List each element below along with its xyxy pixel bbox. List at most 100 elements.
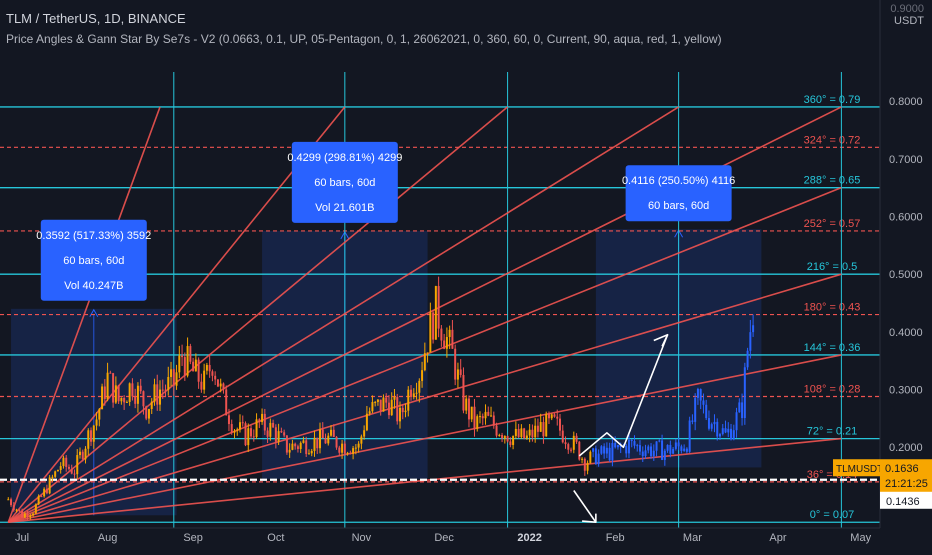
candle-body-225	[625, 445, 628, 454]
candle-body-26	[76, 455, 79, 475]
candle-body-61	[172, 369, 175, 386]
candle-body-35	[101, 386, 104, 410]
candle-body-166	[462, 374, 465, 411]
price-axis-tick-6: 0.3000	[889, 385, 923, 397]
candle-body-7	[23, 513, 26, 518]
candle-body-235	[652, 450, 655, 457]
candle-body-198	[550, 414, 553, 419]
candle-body-204	[567, 444, 570, 450]
candle-body-251	[696, 389, 699, 398]
candle-body-199	[553, 414, 556, 417]
candle-body-144	[401, 407, 404, 413]
gann-fan-line-3	[7, 106, 509, 523]
candle-body-241	[669, 444, 672, 454]
candle-body-60	[170, 369, 173, 377]
candle-body-23	[67, 466, 70, 469]
candle-body-169	[470, 406, 473, 420]
candle-body-131	[365, 413, 368, 431]
candle-body-111	[310, 450, 313, 454]
candle-body-256	[710, 424, 713, 429]
candle-body-128	[357, 443, 360, 448]
candle-body-112	[313, 437, 316, 451]
candle-body-177	[492, 415, 495, 426]
price-axis-tick-7: 0.2000	[889, 442, 923, 454]
candle-body-9	[29, 515, 32, 518]
candle-body-163	[454, 348, 457, 380]
gann-level-label-11: 0° = 0.07	[810, 509, 854, 521]
candle-body-6	[21, 510, 24, 518]
candle-body-174	[484, 411, 487, 419]
candle-body-210	[583, 458, 586, 471]
candle-body-270	[749, 332, 752, 351]
candle-body-63	[178, 355, 181, 373]
time-axis-tick-4: Oct	[267, 532, 284, 544]
measure-label-3-line-1: 0.4116 (250.50%) 4116	[622, 175, 735, 187]
candle-body-1	[7, 499, 10, 501]
candle-body-217	[603, 446, 606, 454]
candle-body-107	[299, 442, 302, 449]
candle-body-175	[487, 411, 490, 416]
candle-body-189	[525, 435, 528, 439]
candle-body-262	[727, 428, 730, 433]
candle-body-64	[181, 355, 184, 358]
currency-label: 0.9000 USDT	[890, 3, 924, 27]
candle-body-36	[103, 386, 106, 399]
candle-body-213	[592, 448, 595, 452]
candle-body-84	[236, 429, 239, 431]
candle-body-80	[225, 389, 228, 416]
gann-fan-line-2	[7, 106, 346, 523]
candle-body-22	[65, 457, 68, 467]
candle-body-154	[429, 312, 432, 353]
candle-body-248	[688, 420, 691, 452]
candle-body-40	[114, 385, 117, 403]
candle-body-218	[605, 447, 608, 454]
candle-body-73	[205, 365, 208, 371]
candle-body-236	[655, 441, 658, 451]
candle-body-85	[239, 422, 241, 430]
candle-body-208	[578, 441, 581, 460]
candle-body-8	[26, 513, 29, 518]
price-tag-box	[880, 459, 932, 493]
candle-body-57	[161, 389, 164, 391]
candle-body-28	[81, 451, 84, 460]
candle-body-242	[672, 448, 675, 454]
indicator-legend[interactable]: Price Angles & Gann Star By Se7s - V2 (0…	[6, 32, 722, 46]
candle-body-215	[597, 453, 600, 465]
candle-body-19	[56, 469, 59, 472]
symbol-title[interactable]: TLM / TetherUS, 1D, BINANCE	[6, 11, 186, 26]
candle-body-42	[120, 397, 123, 402]
candle-body-12	[37, 496, 40, 505]
candle-body-129	[360, 436, 363, 444]
price-axis-tick-5: 0.4000	[889, 327, 923, 339]
candle-body-98	[274, 427, 277, 442]
candle-body-76	[214, 375, 217, 380]
candle-body-126	[352, 448, 355, 454]
candle-body-43	[123, 397, 126, 403]
candle-body-162	[451, 329, 454, 349]
candle-body-90	[252, 436, 255, 438]
candle-body-118	[330, 429, 333, 436]
candle-body-17	[51, 476, 54, 478]
measure-label-3-line-2: 60 bars, 60d	[648, 200, 709, 212]
candle-body-149	[415, 392, 418, 394]
candle-body-167	[465, 398, 468, 411]
time-axis: Jul Aug Sep Oct Nov Dec 2022 Feb Mar Apr May	[0, 527, 932, 550]
candle-body-120	[335, 436, 338, 448]
projection-arrow-down	[573, 490, 597, 523]
candle-body-32	[92, 425, 95, 442]
candle-body-259	[719, 434, 721, 437]
candle-body-123	[343, 443, 346, 454]
candle-body-190	[528, 429, 531, 436]
candle-body-168	[467, 398, 470, 420]
candle-body-146	[407, 389, 410, 411]
candle-body-182	[506, 436, 509, 442]
gann-level-label-3: 288° = 0.65	[804, 175, 861, 187]
symbol-tag-text: TLMUSDT	[836, 464, 883, 475]
candle-body-203	[564, 442, 567, 445]
candle-body-97	[272, 422, 275, 428]
candle-body-51	[145, 406, 148, 419]
candle-body-82	[230, 424, 233, 433]
